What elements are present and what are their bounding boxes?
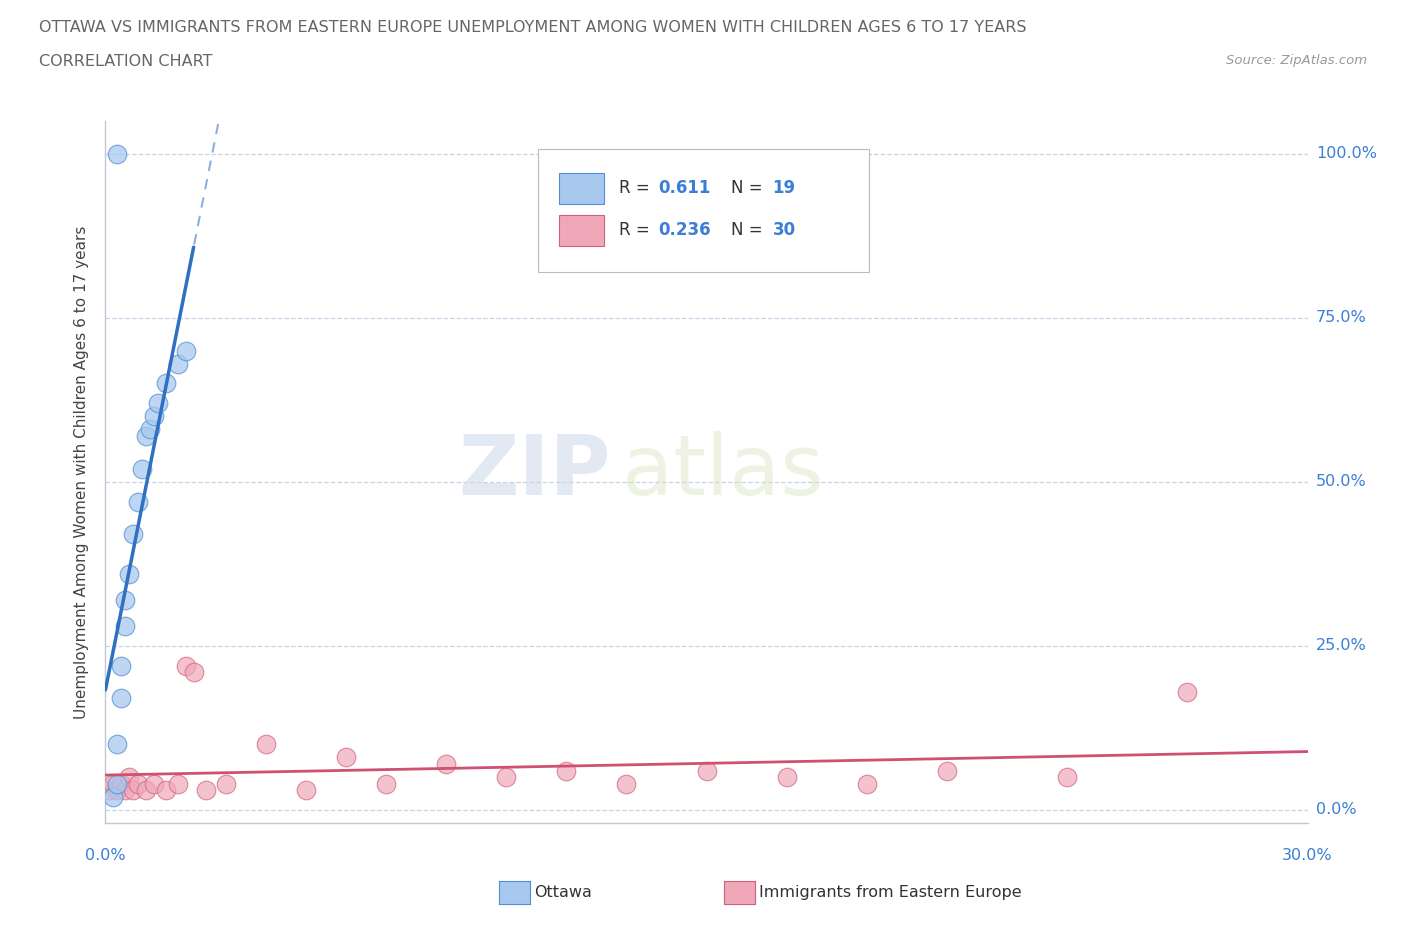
Text: 0.611: 0.611 [658,179,711,197]
Point [122,527,145,542]
Text: 50.0%: 50.0% [1316,474,1367,489]
Text: 0.236: 0.236 [658,221,711,239]
FancyBboxPatch shape [558,173,605,204]
Point [127,494,149,509]
Point [194,783,217,798]
Text: Source: ZipAtlas.com: Source: ZipAtlas.com [1226,54,1367,67]
Point [135,429,157,444]
Text: R =: R = [619,221,650,239]
Point [214,777,236,791]
Point [142,777,165,791]
Point [107,777,129,791]
Point [114,618,136,633]
Point [131,461,153,476]
Point [110,777,132,791]
Point [183,665,205,680]
Point [374,777,398,791]
Point [696,764,718,778]
Point [146,395,169,410]
FancyBboxPatch shape [538,149,869,272]
Point [855,777,877,791]
Point [107,783,129,798]
Point [254,737,277,751]
Point [1056,770,1078,785]
Point [142,409,165,424]
FancyBboxPatch shape [558,215,605,246]
Point [98,783,121,798]
Text: atlas: atlas [623,432,824,512]
Point [127,777,149,791]
Text: 30: 30 [773,221,796,239]
Text: Ottawa: Ottawa [534,885,592,900]
Text: Immigrants from Eastern Europe: Immigrants from Eastern Europe [759,885,1022,900]
Point [103,790,125,804]
Point [135,783,157,798]
Text: 25.0%: 25.0% [1316,638,1367,654]
Point [155,376,177,391]
Point [166,777,188,791]
Text: N =: N = [731,179,762,197]
Text: 19: 19 [773,179,796,197]
Point [1177,684,1199,699]
Point [174,658,197,673]
Point [155,783,177,798]
Point [103,777,125,791]
Point [122,783,145,798]
Text: N =: N = [731,221,762,239]
Point [114,592,136,607]
Point [335,750,357,764]
Point [138,422,160,437]
Point [118,770,141,785]
Text: CORRELATION CHART: CORRELATION CHART [39,54,212,69]
Text: 0.0%: 0.0% [1316,803,1357,817]
Text: 30.0%: 30.0% [1282,848,1333,863]
Point [616,777,638,791]
Point [110,691,132,706]
Text: 75.0%: 75.0% [1316,311,1367,325]
Text: R =: R = [619,179,650,197]
Point [114,783,136,798]
Point [174,343,197,358]
Y-axis label: Unemployment Among Women with Children Ages 6 to 17 years: Unemployment Among Women with Children A… [75,225,90,719]
Point [434,756,457,771]
Point [555,764,578,778]
Point [495,770,517,785]
Point [110,658,132,673]
Point [107,146,129,161]
Point [776,770,799,785]
Point [936,764,959,778]
Point [166,356,188,371]
Point [295,783,318,798]
Text: OTTAWA VS IMMIGRANTS FROM EASTERN EUROPE UNEMPLOYMENT AMONG WOMEN WITH CHILDREN : OTTAWA VS IMMIGRANTS FROM EASTERN EUROPE… [39,20,1026,35]
Text: 0.0%: 0.0% [86,848,125,863]
Point [118,566,141,581]
Text: ZIP: ZIP [458,432,610,512]
Point [107,737,129,751]
Text: 100.0%: 100.0% [1316,146,1376,161]
